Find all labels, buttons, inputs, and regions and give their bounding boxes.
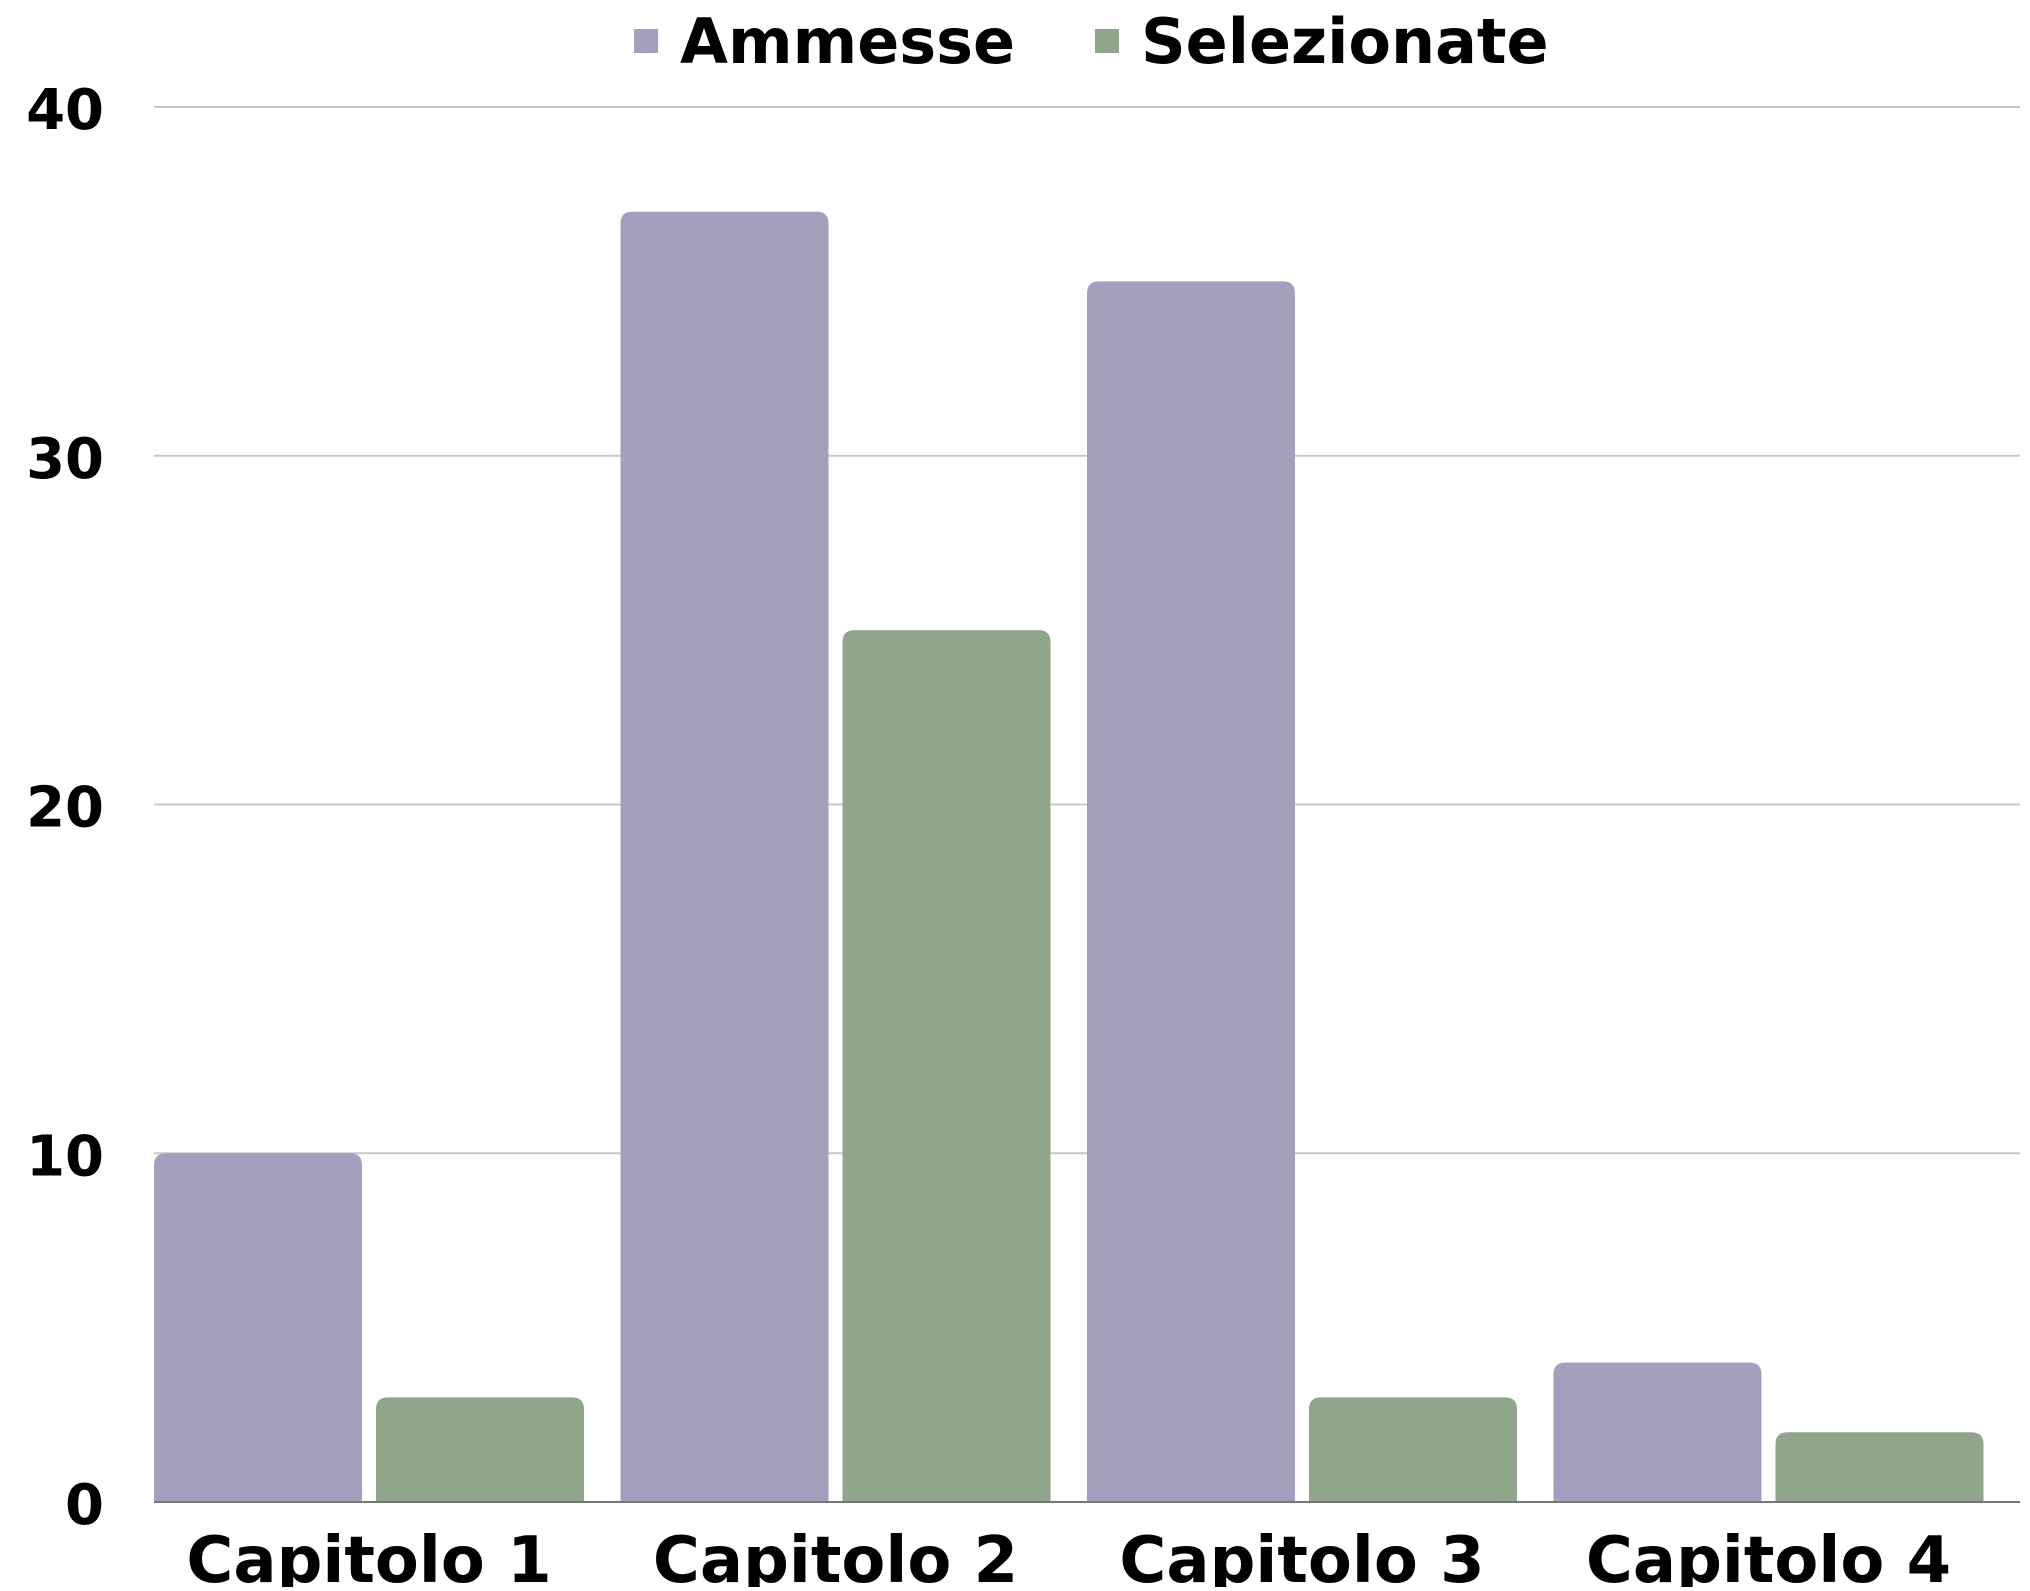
y-tick-label-30: 30 [26, 427, 104, 492]
y-tick-label-20: 20 [26, 776, 104, 841]
x-tick-label-4: Capitolo 4 [1586, 1524, 1951, 1587]
legend-swatch-selezionate [1095, 29, 1119, 53]
y-tick-label-10: 10 [26, 1124, 104, 1189]
legend-label-selezionate: Selezionate [1141, 5, 1549, 78]
x-tick-label-2: Capitolo 2 [653, 1524, 1018, 1587]
legend-label-ammesse: Ammesse [680, 5, 1015, 78]
axes: 0 10 20 30 40 Capitolo 1 Capitolo 2 Capitolo 3 C… [26, 78, 2020, 1591]
bar-ammesse-4 [1553, 1362, 1762, 1502]
legend-swatch-ammesse [634, 29, 658, 53]
bar-selezionate-3 [1309, 1397, 1517, 1502]
bar-ammesse-3 [1087, 281, 1295, 1502]
bar-ammesse-2 [620, 211, 829, 1502]
x-tick-label-1: Capitolo 1 [186, 1524, 551, 1587]
bars [154, 211, 1984, 1502]
x-tick-label-3: Capitolo 3 [1119, 1524, 1484, 1587]
bar-ammesse-1 [154, 1153, 362, 1502]
bar-selezionate-2 [842, 630, 1051, 1502]
bar-selezionate-1 [376, 1397, 584, 1502]
y-tick-label-0: 0 [65, 1473, 104, 1538]
bar-selezionate-4 [1775, 1432, 1984, 1502]
y-tick-label-40: 40 [26, 78, 104, 143]
legend: Ammesse Selezionate [634, 5, 1549, 78]
